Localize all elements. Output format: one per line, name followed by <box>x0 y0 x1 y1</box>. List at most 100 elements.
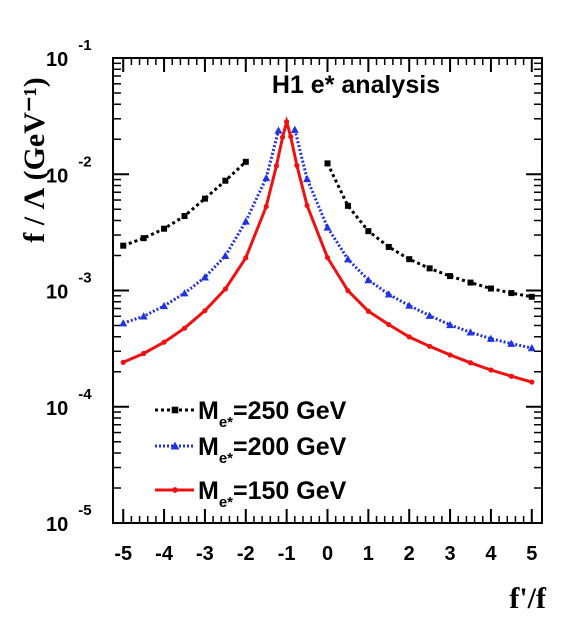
data-point <box>529 379 535 385</box>
x-tick-label: -1 <box>278 543 296 565</box>
series-0 <box>120 158 535 300</box>
legend-label: Me*=150 GeV <box>198 477 347 511</box>
x-tick-label: -4 <box>155 543 174 565</box>
data-point <box>120 359 126 365</box>
data-point <box>507 339 516 347</box>
labels: H1 e* analysis f'/f f / Λ (GeV⁻¹) <box>18 71 547 615</box>
data-point <box>365 308 371 314</box>
x-tick-label: 1 <box>363 543 374 565</box>
data-point <box>344 202 351 209</box>
data-point <box>365 228 372 235</box>
x-tick-label: 0 <box>322 543 333 565</box>
x-tick-label: 3 <box>445 543 456 565</box>
legend-label: Me*=250 GeV <box>198 397 347 431</box>
x-tick-label: -2 <box>237 543 255 565</box>
data-point <box>222 286 228 292</box>
data-point <box>323 223 332 231</box>
data-point <box>140 235 147 242</box>
data-point <box>405 301 414 309</box>
series-2 <box>120 115 535 385</box>
data-point <box>324 160 331 167</box>
data-point <box>241 217 250 225</box>
data-point <box>290 125 299 133</box>
series-layer <box>119 115 536 385</box>
data-point <box>303 174 312 183</box>
data-point <box>284 119 290 125</box>
data-point <box>181 325 188 331</box>
x-tick-label: 5 <box>526 543 537 565</box>
data-point <box>180 289 189 297</box>
data-point <box>160 301 169 310</box>
data-point <box>279 134 286 140</box>
y-tick-label: 10-2 <box>46 153 92 187</box>
y-axis-label: f / Λ (GeV⁻¹) <box>18 77 51 242</box>
data-point <box>446 320 455 329</box>
x-axis-label: f'/f <box>509 582 547 615</box>
data-point <box>486 334 495 342</box>
series-line <box>122 130 280 325</box>
x-tick-label: 2 <box>404 543 415 565</box>
data-point <box>406 334 412 340</box>
y-tick-label: 10-1 <box>46 37 92 71</box>
data-point <box>508 290 515 297</box>
data-point <box>294 162 300 169</box>
data-point <box>242 158 249 165</box>
data-point <box>263 203 269 210</box>
y-tick-label: 10-4 <box>46 386 92 420</box>
data-point <box>364 276 373 284</box>
data-point <box>222 177 229 184</box>
data-point <box>447 273 454 280</box>
data-point <box>466 328 475 336</box>
x-tick-label: 4 <box>485 543 497 565</box>
data-point <box>273 163 280 169</box>
data-point <box>427 343 433 349</box>
data-point <box>243 255 249 261</box>
data-point <box>181 213 188 220</box>
data-point <box>426 265 433 272</box>
series-line <box>122 160 247 248</box>
data-point <box>345 288 351 294</box>
x-tick-label: -3 <box>196 543 214 565</box>
data-point <box>288 133 294 140</box>
data-point <box>488 367 494 373</box>
data-point <box>528 293 535 300</box>
data-point <box>221 251 230 259</box>
data-point <box>386 321 392 328</box>
legend-label: Me*=200 GeV <box>198 433 347 467</box>
data-point <box>120 242 127 249</box>
data-point <box>425 311 434 319</box>
axes: -5 -4 -3 -2 -1 0 1 2 3 4 5 10-1 10-2 10-3 10-4 10-5 <box>46 37 543 565</box>
y-tick-label: 10-3 <box>46 270 92 304</box>
data-point <box>200 273 209 281</box>
data-point <box>262 173 271 182</box>
data-point <box>508 373 514 379</box>
y-tick-label: 10-5 <box>46 502 92 536</box>
series-1 <box>119 125 536 352</box>
data-point <box>171 406 179 414</box>
data-point <box>406 256 413 263</box>
data-point <box>304 202 310 209</box>
data-point <box>141 350 147 357</box>
data-point <box>119 319 128 327</box>
data-point <box>467 360 474 366</box>
data-point <box>385 243 392 250</box>
data-point <box>201 195 208 202</box>
data-point <box>467 279 474 286</box>
data-point <box>487 285 494 292</box>
data-point <box>343 255 352 263</box>
series-line <box>326 162 533 299</box>
data-point <box>274 126 283 134</box>
data-point <box>161 339 167 345</box>
data-point <box>202 308 208 314</box>
data-point <box>172 487 178 493</box>
data-point <box>139 312 148 320</box>
data-point <box>324 254 331 261</box>
data-point <box>447 352 453 358</box>
data-point <box>384 290 393 298</box>
data-point <box>161 225 168 232</box>
data-point <box>170 441 180 450</box>
data-point <box>527 344 536 352</box>
x-tick-label: -5 <box>114 543 132 565</box>
